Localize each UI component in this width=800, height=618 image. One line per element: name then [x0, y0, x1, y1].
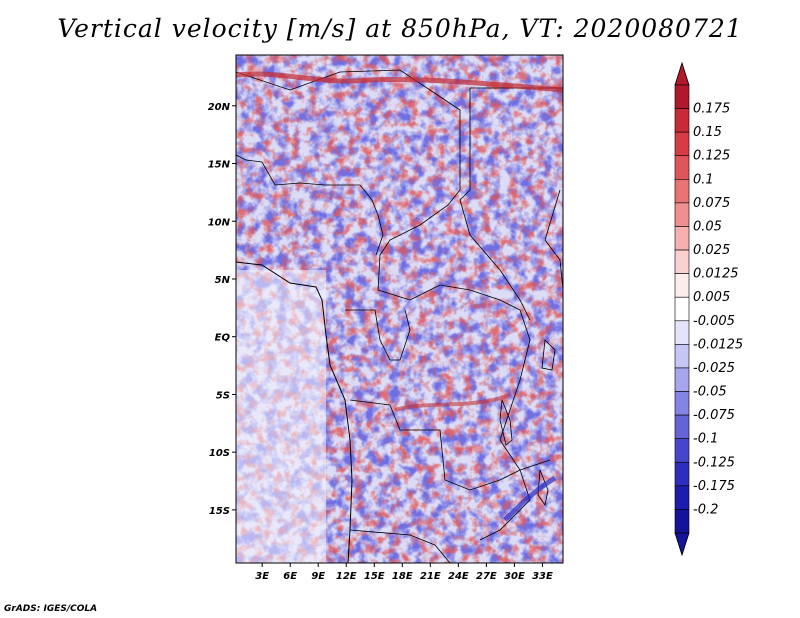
colorbar-label: -0.1	[693, 432, 718, 447]
colorbar-segment	[674, 438, 690, 463]
lake-outline	[541, 339, 556, 371]
colorbar-segment	[674, 320, 690, 345]
border-path	[349, 529, 451, 563]
colorbar-segment	[674, 485, 690, 510]
colorbar-label: 0.125	[693, 149, 730, 164]
high-velocity-band	[394, 393, 511, 412]
lon-tick-label: 30E	[504, 571, 525, 582]
colorbar-label: -0.0125	[693, 337, 743, 352]
colorbar-bottom-arrow	[674, 532, 690, 557]
colorbar-label: -0.025	[693, 361, 735, 376]
lat-tick-label: 20N	[208, 102, 231, 113]
lat-tick-label: 10N	[208, 217, 231, 228]
border-path	[544, 189, 563, 291]
colorbar-label: -0.175	[693, 479, 735, 494]
border-path	[479, 439, 531, 541]
lat-tick-label: 5S	[216, 390, 230, 401]
ocean-calm-region	[236, 270, 326, 563]
colorbar-label: -0.05	[693, 385, 727, 400]
colorbar-label: 0.005	[693, 290, 730, 305]
colorbar-label: 0.175	[693, 102, 730, 117]
colorbar-segment	[674, 131, 690, 157]
colorbar-label: -0.075	[693, 408, 735, 423]
border-path	[349, 399, 551, 491]
colorbar-segment	[674, 391, 690, 416]
colorbar-label: 0.075	[693, 196, 730, 211]
colorbar-segment	[674, 202, 690, 227]
colorbar-segment	[674, 249, 690, 274]
high-velocity-band	[503, 475, 557, 522]
lat-tick-label: 15N	[208, 160, 231, 171]
border-path	[345, 309, 411, 361]
colorbar-label: 0.15	[693, 125, 722, 140]
lon-tick-label: 27E	[476, 571, 497, 582]
lon-tick-label: 12E	[336, 571, 357, 582]
colorbar-segment	[674, 344, 690, 369]
lat-tick-label: 10S	[209, 448, 230, 459]
border-path	[459, 88, 531, 321]
colorbar-label: -0.125	[693, 455, 735, 470]
high-velocity-band	[236, 71, 563, 93]
colorbar-segment	[674, 509, 690, 534]
colorbar-label: 0.025	[693, 243, 730, 258]
colorbar-label: 0.1	[693, 172, 714, 187]
lon-tick-label: 9E	[311, 571, 325, 582]
colorbar-segment	[674, 155, 690, 180]
grads-credit: GrADS: IGES/COLA	[4, 604, 98, 614]
lon-tick-label: 24E	[448, 571, 469, 582]
lake-outline	[499, 399, 513, 446]
coastline-path	[236, 154, 384, 256]
colorbar-segment	[674, 367, 690, 392]
border-path	[409, 284, 531, 441]
colorbar-segment	[674, 84, 690, 109]
lon-tick-label: 15E	[364, 571, 385, 582]
lat-tick-label: EQ	[215, 333, 231, 344]
colorbar-label: 0.05	[693, 219, 722, 234]
colorbar-segment	[674, 414, 690, 439]
lon-tick-label: 18E	[392, 571, 413, 582]
lon-tick-label: 33E	[532, 571, 553, 582]
colorbar-label: -0.005	[693, 314, 735, 329]
lon-tick-label: 3E	[255, 571, 269, 582]
colorbar-label: -0.2	[693, 502, 718, 517]
colorbar-segment	[674, 273, 690, 298]
map-frame	[235, 54, 564, 564]
colorbar-segment	[674, 296, 690, 322]
coastline-path	[236, 261, 353, 563]
chart-title: Vertical velocity [m/s] at 850hPa, VT: 2…	[57, 14, 743, 43]
colorbar-segment	[674, 226, 690, 251]
border-path	[236, 69, 461, 301]
lon-tick-label: 6E	[283, 571, 297, 582]
lat-tick-label: 15S	[209, 506, 230, 517]
lon-tick-label: 21E	[420, 571, 441, 582]
lat-tick-label: 5N	[215, 275, 231, 286]
colorbar-label: 0.0125	[693, 267, 739, 282]
colorbar-top-arrow	[674, 61, 690, 86]
colorbar-segment	[674, 179, 690, 204]
colorbar-segment	[674, 461, 690, 487]
colorbar-segment	[674, 108, 690, 133]
